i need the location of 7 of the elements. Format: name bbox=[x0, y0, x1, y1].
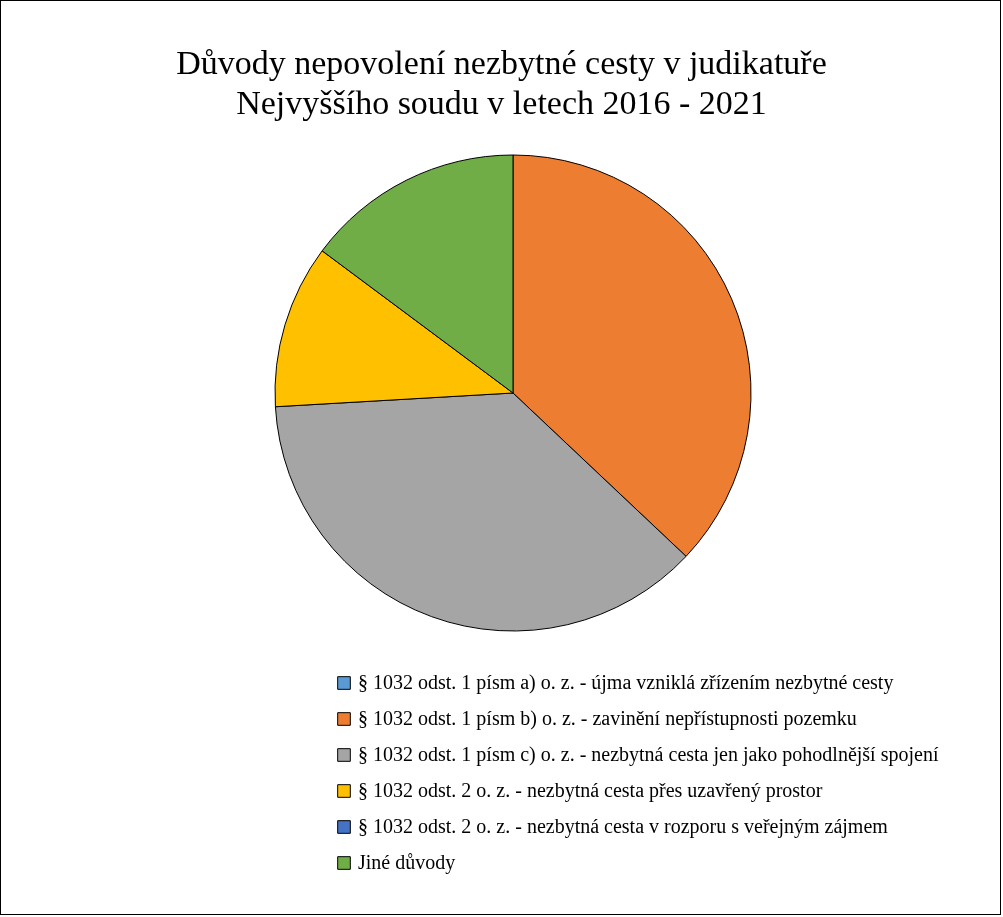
legend-label: § 1032 odst. 2 o. z. - nezbytná cesta přes uzavřený prostor bbox=[358, 779, 823, 802]
legend-label: § 1032 odst. 1 písm c) o. z. - nezbytná cesta jen jako pohodlnější spojení bbox=[358, 743, 939, 766]
legend-label: Jiné důvody bbox=[358, 851, 456, 874]
legend-label: § 1032 odst. 1 písm a) o. z. - újma vzniklá zřízením nezbytné cesty bbox=[358, 671, 894, 694]
chart-title: Důvody nepovolení nezbytné cesty v judikatuře Nejvyššího soudu v letech 2016 - 2021 bbox=[176, 44, 827, 121]
legend-label: § 1032 odst. 1 písm b) o. z. - zavinění nepřístupnosti pozemku bbox=[358, 707, 857, 730]
legend-label: § 1032 odst. 2 o. z. - nezbytná cesta v rozporu s veřejným zájmem bbox=[358, 815, 889, 838]
